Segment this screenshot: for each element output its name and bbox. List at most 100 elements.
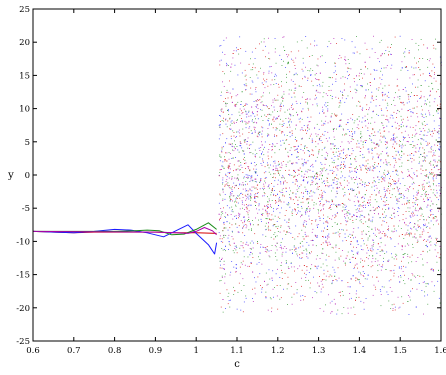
scatter-point <box>270 298 272 300</box>
scatter-point <box>430 189 432 191</box>
scatter-point <box>399 35 401 37</box>
scatter-point <box>417 224 419 226</box>
scatter-point <box>228 168 230 170</box>
scatter-point <box>261 153 262 154</box>
scatter-point <box>277 308 279 310</box>
scatter-point <box>308 137 310 139</box>
scatter-point <box>390 185 391 187</box>
scatter-point <box>439 56 441 58</box>
series-line-1 <box>32 224 218 255</box>
scatter-point <box>383 189 385 190</box>
scatter-point <box>399 128 400 130</box>
scatter-point <box>236 47 237 49</box>
scatter-point <box>429 95 431 97</box>
scatter-point <box>401 193 402 194</box>
scatter-point <box>273 176 274 178</box>
scatter-point <box>288 218 290 220</box>
scatter-point <box>414 226 415 228</box>
scatter-point <box>293 266 295 268</box>
scatter-point <box>336 174 338 176</box>
scatter-point <box>257 276 259 278</box>
scatter-point <box>411 39 413 40</box>
scatter-point <box>228 300 230 301</box>
scatter-point <box>241 184 243 186</box>
scatter-point <box>245 190 247 192</box>
scatter-point <box>268 269 270 271</box>
scatter-point <box>408 314 410 315</box>
scatter-point <box>308 206 309 207</box>
scatter-point <box>291 58 292 60</box>
scatter-point <box>234 215 236 217</box>
scatter-point <box>228 249 229 250</box>
scatter-point <box>295 251 297 253</box>
scatter-point <box>271 149 273 151</box>
scatter-point <box>260 163 262 164</box>
scatter-point <box>314 40 316 42</box>
scatter-point <box>352 250 354 252</box>
scatter-point <box>328 241 330 243</box>
scatter-point <box>272 111 274 113</box>
scatter-point <box>248 198 250 200</box>
scatter-point <box>312 191 314 193</box>
scatter-point <box>310 184 311 186</box>
scatter-point <box>429 186 431 188</box>
scatter-point <box>351 136 353 138</box>
scatter-point <box>293 175 295 177</box>
scatter-point <box>274 109 275 111</box>
scatter-point <box>383 162 385 164</box>
scatter-point <box>221 248 223 249</box>
scatter-point <box>295 196 296 198</box>
scatter-point <box>250 58 251 60</box>
scatter-point <box>361 86 363 88</box>
scatter-point <box>322 168 324 170</box>
scatter-point <box>399 166 401 168</box>
scatter-point <box>365 66 366 68</box>
scatter-point <box>283 36 285 38</box>
scatter-point <box>327 95 329 96</box>
scatter-point <box>326 254 327 256</box>
scatter-point <box>347 129 349 130</box>
scatter-point <box>326 221 328 223</box>
scatter-point <box>345 63 347 65</box>
scatter-point <box>300 299 302 301</box>
scatter-point <box>434 130 436 132</box>
scatter-point <box>277 225 279 227</box>
scatter-point <box>304 211 306 213</box>
scatter-point <box>286 54 288 55</box>
scatter-point <box>218 202 220 204</box>
scatter-point <box>231 261 233 262</box>
scatter-point <box>409 126 411 128</box>
scatter-point <box>342 294 344 296</box>
scatter-point <box>255 217 256 219</box>
scatter-point <box>348 212 350 214</box>
scatter-point <box>351 41 353 43</box>
scatter-point <box>303 180 305 182</box>
scatter-point <box>412 112 414 114</box>
scatter-point <box>267 215 269 217</box>
scatter-point <box>385 137 386 139</box>
scatter-point <box>333 159 335 161</box>
scatter-point <box>411 254 413 256</box>
scatter-point <box>243 204 245 206</box>
scatter-point <box>265 218 267 219</box>
scatter-point <box>411 261 413 263</box>
scatter-point <box>243 184 244 186</box>
scatter-point <box>372 258 374 259</box>
scatter-point <box>384 233 386 235</box>
scatter-point <box>306 208 307 209</box>
scatter-point <box>383 94 385 96</box>
scatter-point <box>230 199 232 200</box>
scatter-point <box>278 86 280 88</box>
scatter-point <box>303 92 305 93</box>
scatter-point <box>421 194 423 195</box>
scatter-point <box>324 123 326 125</box>
scatter-point <box>433 152 435 154</box>
scatter-point <box>395 196 397 198</box>
scatter-point <box>242 242 244 244</box>
scatter-point <box>341 229 343 231</box>
scatter-point <box>364 260 366 262</box>
scatter-point <box>308 121 310 123</box>
scatter-point <box>325 275 327 277</box>
scatter-point <box>301 206 302 207</box>
scatter-point <box>223 120 224 122</box>
